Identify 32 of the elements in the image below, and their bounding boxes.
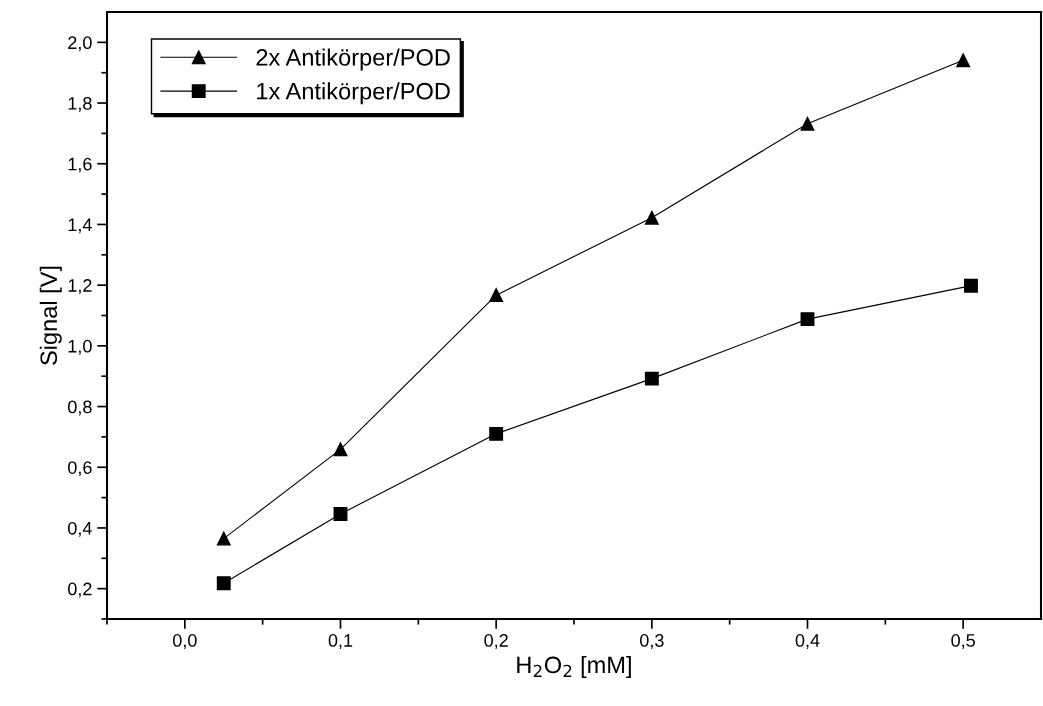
point [800, 116, 815, 131]
point [644, 371, 659, 386]
x-tick-label: 0,3 [639, 634, 664, 649]
point [800, 312, 815, 327]
legend-label: 2x Antikörper/POD [256, 48, 450, 71]
y-tick-label: 2,0 [68, 36, 92, 52]
y-tick-label: 0,6 [68, 461, 92, 477]
x-tick-label: 0,0 [172, 634, 197, 649]
x-tick-label: 0,5 [951, 634, 975, 649]
point [216, 576, 231, 591]
y-tick-label: 1,8 [68, 96, 92, 112]
y-axis-title: Signal [V] [39, 266, 62, 365]
point [956, 53, 971, 68]
x-tick-label: 0,4 [795, 634, 820, 649]
point [644, 210, 659, 225]
x-axis-title: H$_{2}$O$_{2}$ [mM] [517, 655, 631, 678]
y-tick-label: 0,8 [68, 400, 92, 416]
y-tick-label: 1,6 [68, 157, 92, 173]
point [333, 507, 348, 521]
y-tick-label: 0,2 [68, 582, 92, 598]
y-tick-label: 1,0 [68, 339, 92, 355]
point [964, 278, 978, 293]
x-tick-label: 0,2 [484, 634, 508, 649]
legend-label: 1x Antikörper/POD [257, 82, 450, 105]
y-tick-label: 1,4 [68, 218, 92, 234]
point [489, 288, 504, 303]
point [216, 531, 231, 546]
y-tick-label: 0,4 [68, 521, 92, 537]
x-tick-label: 0,1 [328, 634, 353, 649]
point [333, 442, 348, 457]
y-tick-label: 1,2 [68, 279, 92, 294]
point [489, 426, 504, 441]
